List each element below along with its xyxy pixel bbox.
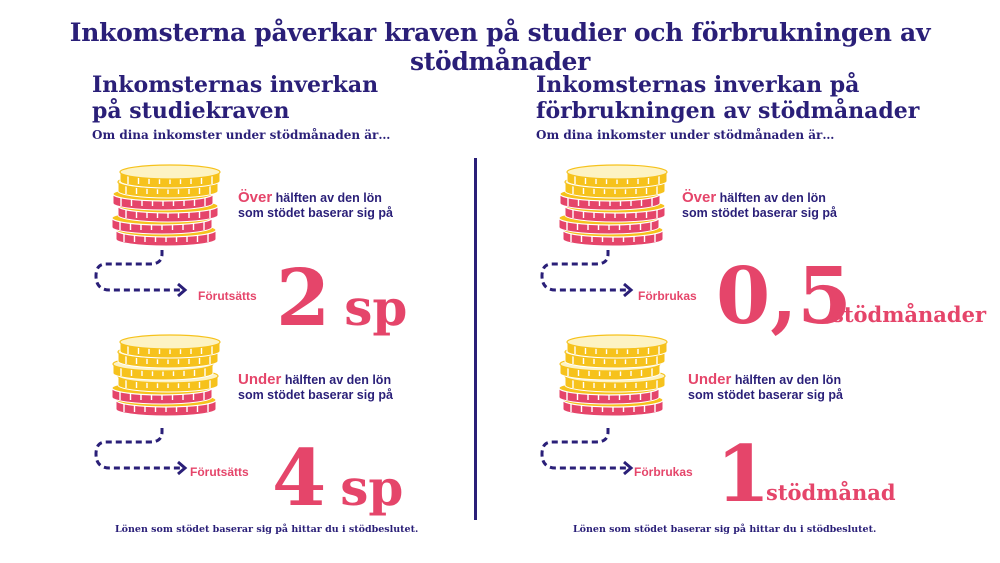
dashed-arrow-icon (94, 428, 188, 476)
right-under-unit: stödmånad (766, 480, 896, 505)
right-under-highlight: Under (688, 371, 732, 388)
left-over-text1: hälften av den lön (272, 191, 382, 205)
left-over-value: 2 sp (276, 260, 407, 338)
left-under-unit: sp (340, 458, 404, 517)
coin-stack-icon-high (558, 164, 668, 247)
left-over-action: Förutsätts (198, 289, 257, 303)
right-over-text1: hälften av den lön (716, 191, 826, 205)
left-over-highlight: Över (238, 189, 273, 206)
coin-stack-icon-low (558, 334, 668, 417)
column-divider (474, 158, 477, 520)
right-heading-line1: Inkomsternas inverkan på (536, 72, 860, 98)
right-over-action: Förbrukas (638, 289, 697, 303)
right-under-text1: hälften av den lön (731, 373, 842, 387)
right-intro: Om dina inkomster under stödmånaden är… (536, 128, 835, 142)
dashed-arrow-icon (540, 428, 634, 476)
left-under-number: 4 (272, 433, 327, 524)
left-under-text2: som stödet baserar sig på (238, 388, 393, 402)
right-over-number: 0,5 (716, 251, 852, 342)
left-under-text1: hälften av den lön (281, 373, 392, 387)
left-under-value: 4 sp (272, 440, 403, 518)
right-over-text2: som stödet baserar sig på (682, 206, 837, 220)
dashed-arrow-icon (540, 250, 634, 298)
right-under-number: 1 (716, 429, 771, 520)
right-over-highlight: Över (682, 189, 717, 206)
left-under-description: Under hälften av den lön som stödet base… (238, 372, 393, 403)
left-under-action: Förutsätts (190, 465, 249, 479)
right-heading: Inkomsternas inverkan på förbrukningen a… (536, 72, 919, 124)
coin-stack-icon-high (111, 164, 221, 247)
right-under-description: Under hälften av den lön som stödet base… (688, 372, 843, 403)
dashed-arrow-icon (94, 250, 188, 298)
right-under-text2: som stödet baserar sig på (688, 388, 843, 402)
right-over-unit: stödmånader (832, 302, 987, 327)
right-footnote: Lönen som stödet baserar sig på hittar d… (573, 524, 877, 535)
left-intro: Om dina inkomster under stödmånaden är… (92, 128, 391, 142)
left-under-highlight: Under (238, 371, 282, 388)
left-over-description: Över hälften av den lön som stödet baser… (238, 190, 393, 221)
left-heading: Inkomsternas inverkan på studiekraven (92, 72, 378, 124)
left-heading-line1: Inkomsternas inverkan (92, 72, 379, 98)
left-heading-line2: på studiekraven (92, 98, 290, 124)
right-over-description: Över hälften av den lön som stödet baser… (682, 190, 837, 221)
coin-stack-icon-low (111, 334, 221, 417)
right-under-value: 1 (716, 436, 770, 514)
left-over-number: 2 (276, 253, 331, 344)
left-over-text2: som stödet baserar sig på (238, 206, 393, 220)
left-footnote: Lönen som stödet baserar sig på hittar d… (115, 524, 419, 535)
page-title: Inkomsterna påverkar kraven på studier o… (69, 18, 931, 76)
right-over-value: 0,5 (716, 258, 852, 336)
right-under-action: Förbrukas (634, 465, 693, 479)
left-over-unit: sp (344, 278, 408, 337)
right-heading-line2: förbrukningen av stödmånader (536, 98, 920, 124)
